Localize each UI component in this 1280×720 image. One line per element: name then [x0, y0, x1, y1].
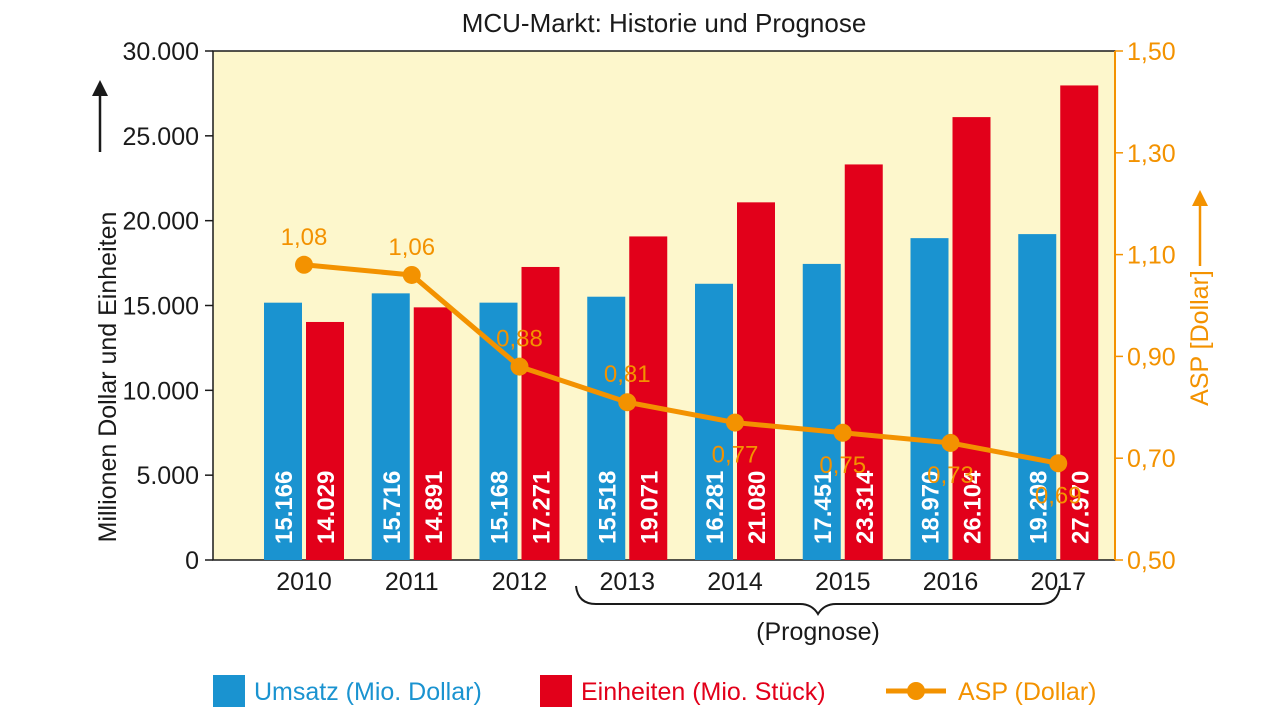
asp-point: [402, 265, 421, 284]
asp-value-label: 0,69: [1035, 482, 1082, 509]
bar-label-umsatz: 15.518: [594, 471, 621, 544]
bar-label-einheiten: 26.104: [960, 470, 987, 544]
right-axis-arrow-icon: [1192, 190, 1208, 206]
bar-label-einheiten: 14.891: [421, 471, 448, 544]
left-tick-label: 10.000: [123, 377, 199, 405]
bar-label-einheiten: 21.080: [744, 471, 771, 544]
bar-label-umsatz: 15.716: [379, 471, 406, 544]
right-tick-label: 0,50: [1127, 547, 1176, 575]
left-axis-arrow-icon: [92, 80, 108, 96]
bar-label-umsatz: 16.281: [702, 471, 729, 544]
bar-einheiten: [737, 202, 775, 561]
legend-label-umsatz: Umsatz (Mio. Dollar): [254, 678, 482, 706]
asp-value-label: 0,81: [604, 361, 651, 388]
bar-umsatz: [910, 238, 949, 560]
bar-einheiten: [1060, 85, 1099, 561]
bar-label-umsatz: 17.451: [810, 471, 837, 544]
left-tick-label: 30.000: [123, 38, 199, 66]
bar-umsatz: [802, 263, 841, 560]
bar-label-einheiten: 23.314: [852, 470, 879, 544]
legend-label-asp: ASP (Dollar): [958, 678, 1096, 706]
bar-label-einheiten: 17.271: [529, 471, 556, 544]
bar-label-einheiten: 27.970: [1067, 471, 1094, 544]
bar-einheiten: [306, 321, 344, 560]
legend-swatch-umsatz: [213, 675, 245, 707]
bar-einheiten: [844, 164, 883, 560]
bar-umsatz: [264, 302, 302, 560]
right-tick-label: 1,10: [1127, 242, 1176, 270]
right-tick-label: 0,70: [1127, 445, 1176, 473]
bar-einheiten: [521, 266, 560, 560]
left-tick-label: 25.000: [123, 123, 199, 151]
left-tick-label: 0: [185, 547, 199, 575]
bar-umsatz: [371, 293, 410, 560]
right-tick-label: 0,90: [1127, 343, 1176, 371]
asp-value-label: 0,73: [927, 462, 974, 489]
x-axis-categories: 2010 2011 2012 2013 2014 2015 2016 2017: [276, 568, 1086, 596]
forecast-brace: [575, 585, 1061, 616]
asp-point: [1049, 454, 1068, 473]
asp-value-label: 0,88: [496, 326, 543, 353]
bar-label-einheiten: 19.071: [636, 471, 663, 544]
category-label: 2013: [599, 568, 655, 596]
category-label: 2016: [923, 568, 979, 596]
category-label: 2014: [707, 568, 763, 596]
asp-point: [726, 413, 744, 432]
asp-point: [295, 255, 313, 274]
left-axis-title: Millionen Dollar und Einheiten: [94, 212, 122, 543]
right-axis-title: ASP [Dollar]: [1186, 270, 1214, 406]
asp-value-label: 0,75: [819, 452, 866, 479]
category-label: 2012: [492, 568, 548, 596]
asp-value-label: 0,77: [712, 442, 759, 469]
asp-value-label: 1,06: [388, 234, 435, 261]
legend-marker-asp: [907, 682, 925, 700]
category-label: 2015: [815, 568, 871, 596]
bar-einheiten: [952, 117, 991, 560]
right-tick-label: 1,50: [1127, 38, 1176, 66]
bar-label-umsatz: 18.970: [918, 471, 945, 544]
asp-point: [510, 357, 529, 376]
category-label: 2011: [385, 568, 439, 596]
left-axis-title-text: Millionen Dollar und Einheiten: [94, 212, 122, 543]
bar-einheiten: [629, 236, 668, 560]
bar-umsatz: [587, 296, 626, 560]
legend: Umsatz (Mio. Dollar) Einheiten (Mio. Stü…: [213, 675, 1096, 707]
right-tick-label: 1,30: [1127, 140, 1176, 168]
left-tick-label: 5.000: [136, 462, 199, 490]
asp-line: [303, 262, 1059, 466]
asp-point: [833, 423, 852, 442]
asp-series: 1,08 1,06 0,88 0,81 0,77 0,75 0,73 0,69: [281, 224, 1082, 510]
bar-umsatz: [1018, 234, 1057, 561]
left-axis-ticks: 0 5.000 10.000 15.000 20.000 25.000 30.000: [123, 38, 213, 575]
bar-labels: 15.166 14.029 15.716 14.891 15.168 17.271 15.5…: [271, 470, 1094, 544]
forecast-label: (Prognose): [756, 618, 880, 646]
left-tick-label: 20.000: [123, 208, 199, 236]
right-axis-title-text: ASP [Dollar]: [1186, 270, 1214, 406]
bar-einheiten: [413, 307, 452, 560]
asp-value-label: 1,08: [281, 224, 328, 251]
bar-label-umsatz: 15.168: [487, 471, 514, 544]
right-axis-ticks: 0,50 0,70 0,90 1,10 1,30 1,50: [1114, 38, 1176, 575]
asp-point: [941, 433, 960, 452]
category-label: 2010: [276, 568, 332, 596]
asp-point: [618, 393, 637, 412]
legend-swatch-einheiten: [540, 675, 572, 707]
legend-label-einheiten: Einheiten (Mio. Stück): [581, 678, 826, 706]
bar-label-einheiten: 14.029: [313, 471, 340, 544]
bar-label-umsatz: 19.208: [1025, 471, 1052, 544]
bar-label-umsatz: 15.166: [271, 471, 298, 544]
chart-title: MCU-Markt: Historie und Prognose: [462, 8, 867, 38]
left-tick-label: 15.000: [123, 293, 199, 321]
